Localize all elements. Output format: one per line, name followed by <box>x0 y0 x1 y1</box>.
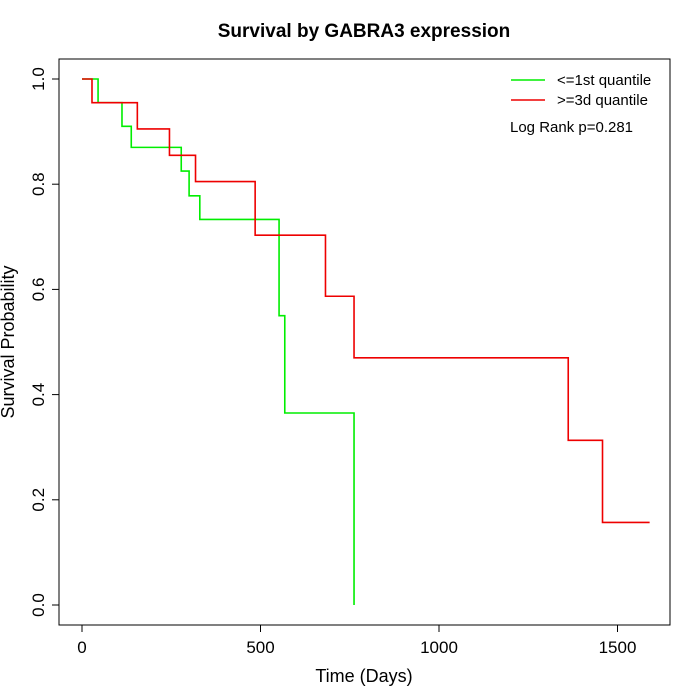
x-tick-label: 500 <box>246 638 274 657</box>
y-tick-label: 0.6 <box>29 278 48 302</box>
y-axis: 0.0 0.2 0.4 0.6 0.8 1.0 <box>29 67 60 617</box>
x-tick-label: 1500 <box>599 638 637 657</box>
y-axis-label: Survival Probability <box>0 265 18 418</box>
y-tick-label: 0.4 <box>29 383 48 407</box>
y-tick-label: 0.0 <box>29 593 48 617</box>
legend-label: <=1st quantile <box>557 72 651 89</box>
legend: <=1st quantile >=3d quantile <box>511 72 651 109</box>
series-layer <box>82 78 650 605</box>
series-line-1 <box>82 78 650 524</box>
x-axis-label: Time (Days) <box>315 666 412 686</box>
plot-frame <box>58 58 671 626</box>
y-tick-label: 0.2 <box>29 488 48 512</box>
x-tick-label: 0 <box>77 638 86 657</box>
y-tick-label: 0.8 <box>29 172 48 196</box>
y-tick-label: 1.0 <box>29 67 48 91</box>
chart-title: Survival by GABRA3 expression <box>218 21 511 42</box>
log-rank-annotation: Log Rank p=0.281 <box>510 119 633 136</box>
series-line-0 <box>82 78 355 605</box>
x-axis: 0 500 1000 1500 <box>77 624 637 657</box>
x-tick-label: 1000 <box>420 638 458 657</box>
legend-label: >=3d quantile <box>557 92 648 109</box>
